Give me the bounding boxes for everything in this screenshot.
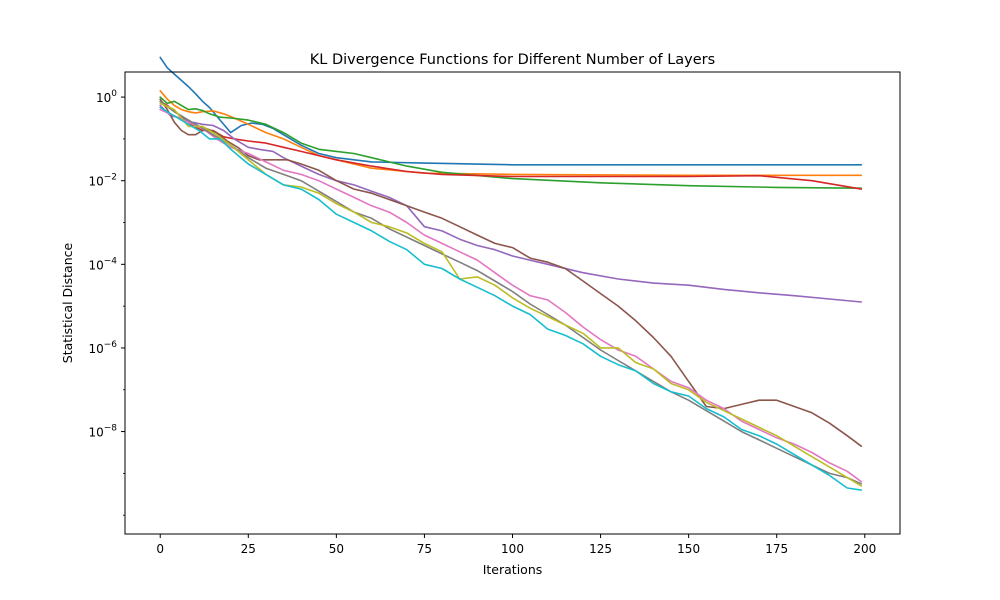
series-layer (159, 56, 863, 491)
y-tick-label: 100 (96, 89, 117, 105)
x-tick-label: 25 (241, 542, 256, 556)
x-tick-label: 200 (853, 542, 876, 556)
x-tick-label: 150 (677, 542, 700, 556)
x-tick-label: 100 (501, 542, 524, 556)
series-line-8 (159, 100, 863, 485)
y-tick-label: 10−6 (88, 340, 117, 356)
y-axis-label: Statistical Distance (60, 243, 75, 364)
x-tick-label: 175 (765, 542, 788, 556)
y-tick-label: 10−2 (88, 173, 117, 189)
series-line-7 (159, 108, 863, 483)
x-tick-label: 125 (589, 542, 612, 556)
x-tick-label: 50 (329, 542, 344, 556)
chart-title: KL Divergence Functions for Different Nu… (310, 52, 715, 68)
series-line-3 (159, 96, 863, 189)
x-tick-label: 0 (156, 542, 164, 556)
series-line-10 (159, 106, 863, 491)
series-line-6 (159, 98, 863, 448)
series-line-5 (159, 104, 863, 303)
plot-area-frame (124, 71, 901, 535)
y-tick-label: 10−8 (88, 424, 117, 440)
x-axis-label: Iterations (483, 562, 543, 577)
y-tick-label: 10−4 (88, 256, 117, 272)
axes-layer: 0 25 50 75 100 125 150 175 200 100 10−2 10−4 10−6 10−… (88, 89, 876, 556)
x-tick-label: 75 (417, 542, 432, 556)
